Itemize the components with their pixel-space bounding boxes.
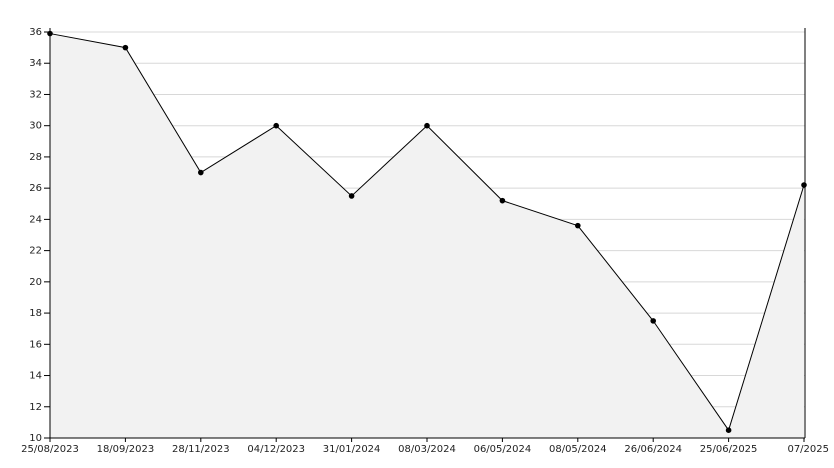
area [50, 33, 804, 439]
point [424, 122, 430, 129]
y-tick-label: 12 [29, 402, 42, 413]
x-tick-label: 31/01/2024 [323, 444, 381, 455]
y-tick-label: 26 [29, 183, 42, 194]
x-tick-label: 26/06/2024 [624, 444, 682, 455]
y-tick-label: 36 [29, 27, 42, 38]
x-tick-label: 25/08/2023 [21, 444, 79, 455]
y-tick-label: 24 [29, 214, 42, 225]
x-tick-label: 07/2025 [787, 444, 829, 455]
y-tick-label: 10 [29, 433, 42, 444]
point [801, 182, 807, 188]
y-tick-label: 16 [29, 339, 42, 350]
x-tick-label: 08/05/2024 [549, 444, 607, 455]
point [499, 197, 506, 204]
y-tick-label: 30 [29, 121, 42, 132]
y-tick-label: 32 [29, 89, 42, 100]
x-tick-label: 08/03/2024 [398, 444, 456, 455]
point [348, 193, 355, 199]
y-tick-label: 22 [29, 246, 42, 257]
x-tick-label: 25/06/2025 [700, 444, 758, 455]
x-tick-label: 18/09/2023 [97, 444, 155, 455]
y-tick-label: 18 [29, 308, 42, 319]
y-tick-label: 20 [29, 277, 42, 288]
x-tick-label: 06/05/2024 [474, 444, 532, 455]
y-tick-label: 14 [29, 371, 42, 382]
x-tick-label: 04/12/2023 [247, 444, 305, 455]
y-tick-label: 28 [29, 152, 42, 163]
y-tick-label: 34 [29, 58, 42, 69]
x-tick-label: 28/11/2023 [172, 444, 230, 455]
point [725, 427, 732, 433]
point [273, 122, 280, 129]
point [575, 222, 581, 229]
point [122, 44, 129, 51]
point [650, 318, 656, 324]
point [198, 169, 204, 176]
